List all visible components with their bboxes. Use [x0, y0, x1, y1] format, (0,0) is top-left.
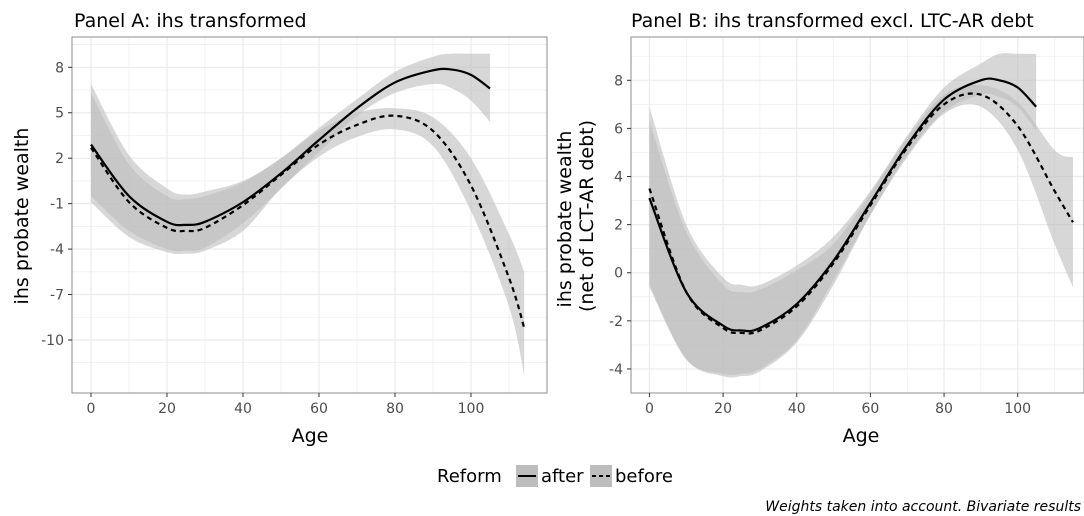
y-tick-label: 4 — [614, 170, 623, 186]
x-tick-label: 20 — [158, 401, 176, 417]
panel-b-x-axis-label-text: Age — [843, 425, 880, 447]
y-tick-label: 2 — [614, 218, 623, 234]
legend-label-after: after — [541, 466, 584, 487]
panel-b-border — [630, 36, 1084, 394]
panel-b-y-axis-label-line-2: (net of LCT-AR debt) — [576, 120, 598, 312]
x-tick-label: 40 — [788, 401, 806, 417]
y-tick-label: -10 — [41, 333, 64, 349]
x-tick-label: 40 — [234, 401, 252, 417]
legend: Reform after before — [437, 465, 673, 487]
x-tick-label: 100 — [1004, 401, 1031, 417]
y-tick-label: -7 — [50, 288, 64, 304]
panel-b-y-ticks: 8 6 4 2 0 -2 -4 — [609, 73, 631, 378]
panel-a-y-axis-label: ihs probate wealth — [11, 128, 33, 305]
panel-b-title: Panel B: ihs transformed excl. LTC-AR de… — [631, 10, 1034, 32]
y-tick-label: -4 — [50, 242, 64, 258]
x-tick-label: 60 — [310, 401, 328, 417]
panel-a: Panel A: ihs transformed 0 20 40 60 80 100 8 5… — [11, 10, 548, 447]
panel-a-y-ticks: 8 5 2 -1 -4 -7 -10 — [41, 60, 72, 349]
panel-b-lines — [648, 77, 1074, 335]
y-tick-label: -1 — [50, 197, 64, 213]
series-line-after — [90, 67, 491, 227]
y-tick-label: 8 — [55, 60, 64, 76]
x-tick-label: 60 — [861, 401, 879, 417]
y-tick-label: 2 — [55, 151, 64, 167]
y-tick-label: -2 — [609, 314, 623, 330]
series-line-before — [648, 92, 1074, 335]
legend-title: Reform — [437, 466, 502, 487]
panel-b-ci-bands — [649, 53, 1073, 378]
y-tick-label: 5 — [55, 106, 64, 122]
panel-b-x-axis-label: Age — [843, 425, 880, 447]
panel-b-y-axis-label: ihs probate wealth (net of LCT-AR debt) — [554, 120, 598, 312]
panel-b-y-axis-label-line-1: ihs probate wealth — [554, 131, 576, 308]
x-tick-label: 100 — [458, 401, 485, 417]
panel-a-border — [71, 36, 548, 394]
y-tick-label: 8 — [614, 73, 623, 89]
panel-b-x-ticks: 0 20 40 60 80 100 — [645, 393, 1031, 417]
legend-label-before: before — [615, 466, 673, 487]
y-tick-label: -4 — [609, 362, 623, 378]
caption: Weights taken into account. Bivariate re… — [765, 499, 1081, 515]
x-tick-label: 20 — [714, 401, 732, 417]
x-tick-label: 80 — [386, 401, 404, 417]
panel-a-grid — [72, 37, 548, 393]
panel-a-title: Panel A: ihs transformed — [74, 10, 307, 32]
ci-band-before — [649, 84, 1073, 376]
panel-a-x-axis-label: Age — [292, 425, 329, 447]
x-tick-label: 0 — [645, 401, 654, 417]
panel-a-x-ticks: 0 20 40 60 80 100 — [87, 393, 485, 417]
panel-b: Panel B: ihs transformed excl. LTC-AR de… — [554, 10, 1084, 447]
panel-a-lines — [90, 67, 526, 329]
x-tick-label: 0 — [87, 401, 96, 417]
series-line-after — [648, 77, 1037, 333]
y-tick-label: 0 — [614, 266, 623, 282]
y-tick-label: 6 — [614, 121, 623, 137]
x-tick-label: 80 — [935, 401, 953, 417]
